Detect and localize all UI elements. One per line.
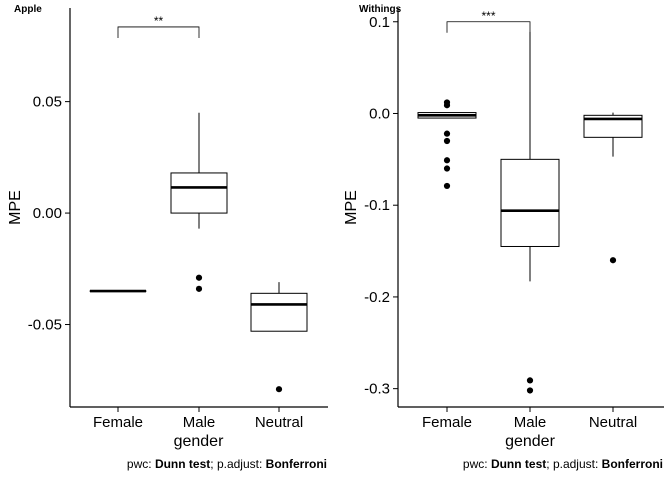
significance-label: ** [154, 14, 164, 28]
panel-apple: Apple 0.05 0.00 -0.05 MPE Female Male Neutral ge… [7, 4, 328, 471]
outlier-point [443, 137, 451, 145]
bracket-line [446, 21, 531, 33]
box-neutral [250, 282, 308, 393]
panel-title: Withings [359, 4, 402, 15]
y-tick-label: -0.2 [364, 289, 390, 306]
significance-bracket: *** [446, 9, 531, 33]
box-male [500, 31, 560, 394]
caption-part: ; p.adjust: [210, 457, 265, 471]
caption-part: Dunn test [155, 457, 210, 471]
y-axis-title: MPE [7, 190, 24, 225]
outlier-point [526, 387, 534, 394]
panel-title: Apple [14, 4, 42, 15]
y-tick-label: 0.1 [369, 14, 390, 31]
caption: pwc: Dunn test; p.adjust: Bonferroni [127, 457, 327, 471]
outlier-point [526, 377, 534, 384]
outlier-point [195, 274, 203, 281]
y-tick-label: -0.3 [364, 381, 390, 398]
box-male [170, 112, 228, 292]
x-tick-label: Female [93, 414, 143, 431]
box-body [500, 158, 560, 247]
x-axis-title: gender [505, 433, 555, 450]
x-tick-label: Male [514, 414, 547, 431]
y-tick-label: -0.1 [364, 197, 390, 214]
outlier-point [195, 285, 203, 292]
caption-part: Bonferroni [602, 457, 663, 471]
x-axis-title: gender [174, 433, 224, 450]
caption-part: Dunn test [491, 457, 546, 471]
outlier-point [443, 182, 451, 190]
box-body [250, 292, 308, 332]
caption: pwc: Dunn test; p.adjust: Bonferroni [463, 457, 663, 471]
y-tick-label: 0.00 [33, 205, 62, 222]
box-body [170, 172, 228, 214]
outlier-point [443, 165, 451, 172]
x-tick-label: Neutral [589, 414, 637, 431]
y-tick-label: 0.05 [33, 94, 62, 111]
x-tick-label: Neutral [255, 414, 303, 431]
y-axis-title: MPE [343, 190, 360, 225]
y-tick-label: -0.05 [28, 317, 62, 334]
outlier-point [609, 257, 617, 264]
significance-label: *** [481, 9, 495, 23]
x-tick-label: Male [183, 414, 216, 431]
outlier-point [443, 102, 451, 109]
box-body [583, 114, 643, 138]
outlier-point [443, 157, 451, 164]
box-neutral [583, 112, 643, 264]
x-tick-label: Female [422, 414, 472, 431]
caption-part: pwc: [127, 457, 155, 471]
outlier-point [443, 130, 451, 137]
outlier-point [275, 386, 283, 393]
bracket-line [117, 26, 200, 38]
significance-bracket: ** [117, 14, 200, 38]
caption-part: pwc: [463, 457, 491, 471]
y-tick-label: 0.0 [369, 105, 390, 122]
caption-part: Bonferroni [266, 457, 327, 471]
box-female [417, 99, 477, 190]
caption-part: ; p.adjust: [546, 457, 601, 471]
